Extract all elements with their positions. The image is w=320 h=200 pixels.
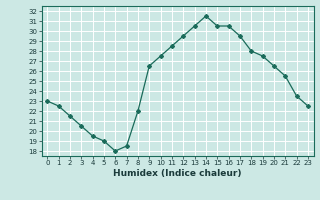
X-axis label: Humidex (Indice chaleur): Humidex (Indice chaleur) bbox=[113, 169, 242, 178]
